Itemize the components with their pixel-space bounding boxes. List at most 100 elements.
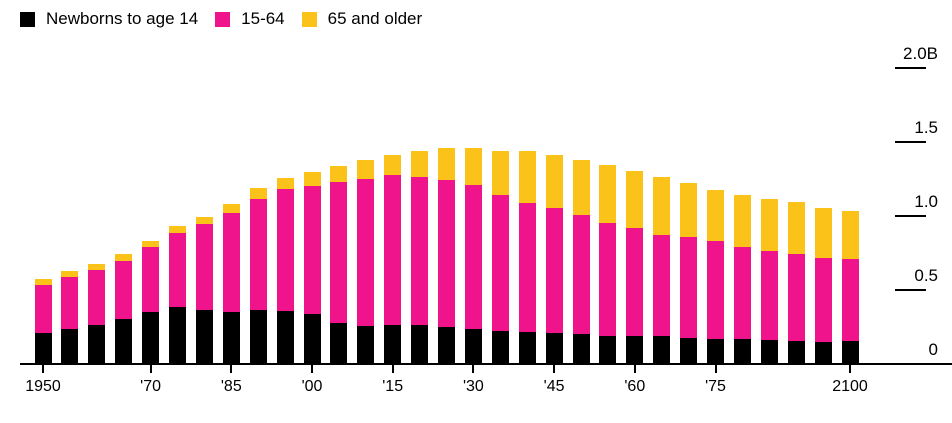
bar-2050 xyxy=(572,160,590,363)
bar-2050-segment-newborns-to-age-14 xyxy=(572,334,590,363)
bar-1995-segment-15-64 xyxy=(276,189,294,312)
x-tick-label-2030: '30 xyxy=(462,378,484,395)
bar-2100-segment-15-64 xyxy=(841,258,859,341)
bar-1990 xyxy=(249,188,267,363)
bar-2095 xyxy=(814,207,832,363)
bar-1985-segment-65-and-older xyxy=(222,203,240,213)
bar-2025-segment-newborns-to-age-14 xyxy=(438,326,455,363)
y-tick-label-0: 0 xyxy=(928,340,938,359)
bar-2035-segment-newborns-to-age-14 xyxy=(491,331,509,363)
bar-2100-segment-newborns-to-age-14 xyxy=(841,340,859,363)
bar-1995-segment-65-and-older xyxy=(276,178,294,190)
bar-1975-segment-65-and-older xyxy=(169,226,186,233)
bar-2035-segment-65-and-older xyxy=(491,150,509,196)
bar-2035 xyxy=(491,150,509,363)
bar-2095-segment-newborns-to-age-14 xyxy=(814,341,832,363)
bar-2030-segment-15-64 xyxy=(464,185,482,329)
bar-1980-segment-65-and-older xyxy=(195,216,213,224)
y-tick-label-1-5: 1.5 xyxy=(914,118,938,137)
bar-2095-segment-65-and-older xyxy=(814,207,832,258)
bar-2020-segment-newborns-to-age-14 xyxy=(411,324,429,363)
legend-item-elderly: 65 and older xyxy=(301,8,423,30)
bar-1995-segment-newborns-to-age-14 xyxy=(276,311,294,363)
bar-2085-segment-newborns-to-age-14 xyxy=(760,340,778,363)
bar-1950-segment-15-64 xyxy=(34,284,52,334)
bar-2090-segment-newborns-to-age-14 xyxy=(787,340,805,363)
bar-1960 xyxy=(88,263,106,363)
bar-2055 xyxy=(599,165,617,363)
bar-2075 xyxy=(707,189,724,363)
bar-1980 xyxy=(195,216,213,363)
bar-2010-segment-newborns-to-age-14 xyxy=(357,326,375,363)
bar-2070-segment-65-and-older xyxy=(680,183,698,238)
y-tick-dash-1-0 xyxy=(895,215,926,217)
bar-1950-segment-newborns-to-age-14 xyxy=(34,333,52,363)
bar-1955-segment-65-and-older xyxy=(61,271,79,278)
bar-2065-segment-newborns-to-age-14 xyxy=(653,336,671,363)
bar-1990-segment-65-and-older xyxy=(249,188,267,199)
x-tick-2100 xyxy=(849,365,851,373)
bar-2050-segment-15-64 xyxy=(572,215,590,335)
bar-2060-segment-newborns-to-age-14 xyxy=(626,335,644,363)
y-tick-label-2-0B: 2.0B xyxy=(903,44,938,63)
legend-swatch-working-age-icon xyxy=(215,11,231,27)
y-tick-label-0-5: 0.5 xyxy=(914,266,938,285)
bar-1985 xyxy=(222,203,240,363)
x-tick-label-2060: '60 xyxy=(624,378,646,395)
bar-2000-segment-15-64 xyxy=(303,186,321,315)
bar-2070-segment-15-64 xyxy=(680,237,698,338)
bar-2080-segment-65-and-older xyxy=(733,195,751,247)
bar-2040-segment-newborns-to-age-14 xyxy=(518,331,536,363)
bar-2065-segment-15-64 xyxy=(653,235,671,337)
bar-2010-segment-15-64 xyxy=(357,178,375,326)
bar-2085-segment-65-and-older xyxy=(760,198,778,251)
bar-2050-segment-65-and-older xyxy=(572,160,590,216)
bar-1990-segment-newborns-to-age-14 xyxy=(249,309,267,363)
bar-2100-segment-65-and-older xyxy=(841,210,859,259)
bar-1975 xyxy=(169,226,186,363)
legend: Newborns to age 14 15-64 65 and older xyxy=(20,8,439,30)
bar-1965 xyxy=(115,254,133,363)
bar-2025 xyxy=(438,148,455,363)
bar-2070-segment-newborns-to-age-14 xyxy=(680,337,698,363)
legend-label-elderly: 65 and older xyxy=(327,9,423,28)
bar-2000-segment-65-and-older xyxy=(303,172,321,187)
bar-2055-segment-newborns-to-age-14 xyxy=(599,336,617,363)
bar-1970-segment-15-64 xyxy=(142,246,160,312)
y-tick-label-1-0: 1.0 xyxy=(914,192,938,211)
bar-2030-segment-newborns-to-age-14 xyxy=(464,328,482,363)
bar-2060-segment-65-and-older xyxy=(626,171,644,229)
x-axis-line xyxy=(20,363,952,365)
bar-2020 xyxy=(411,151,429,363)
bar-1955-segment-newborns-to-age-14 xyxy=(61,328,79,363)
bar-1960-segment-newborns-to-age-14 xyxy=(88,324,106,363)
bar-1985-segment-newborns-to-age-14 xyxy=(222,311,240,363)
bar-1960-segment-15-64 xyxy=(88,269,106,325)
bar-2080 xyxy=(733,195,751,363)
x-tick-2030 xyxy=(472,365,475,373)
bar-2020-segment-15-64 xyxy=(411,176,429,325)
bar-1980-segment-15-64 xyxy=(195,223,213,310)
legend-label-newborns: Newborns to age 14 xyxy=(46,9,199,28)
bar-2090-segment-15-64 xyxy=(787,253,805,341)
bar-2015 xyxy=(384,155,402,363)
bar-2030-segment-65-and-older xyxy=(464,148,482,186)
bar-2005-segment-65-and-older xyxy=(330,166,348,183)
x-tick-1985 xyxy=(230,365,233,373)
bar-2055-segment-15-64 xyxy=(599,223,617,337)
x-tick-label-2015: '15 xyxy=(382,378,404,395)
x-tick-label-2045: '45 xyxy=(543,378,565,395)
bar-2015-segment-65-and-older xyxy=(384,155,402,176)
bar-2100 xyxy=(841,210,859,363)
y-tick-dash-0-5 xyxy=(895,289,926,291)
bar-2010-segment-65-and-older xyxy=(357,160,375,179)
bar-2045-segment-15-64 xyxy=(545,208,563,334)
bar-2005 xyxy=(330,166,348,363)
bar-2040-segment-65-and-older xyxy=(518,151,536,204)
bar-2010 xyxy=(357,160,375,363)
bar-1970-segment-newborns-to-age-14 xyxy=(142,311,160,363)
bar-1995 xyxy=(276,178,294,363)
bar-2045-segment-newborns-to-age-14 xyxy=(545,333,563,363)
x-tick-label-2100: 2100 xyxy=(832,378,868,395)
